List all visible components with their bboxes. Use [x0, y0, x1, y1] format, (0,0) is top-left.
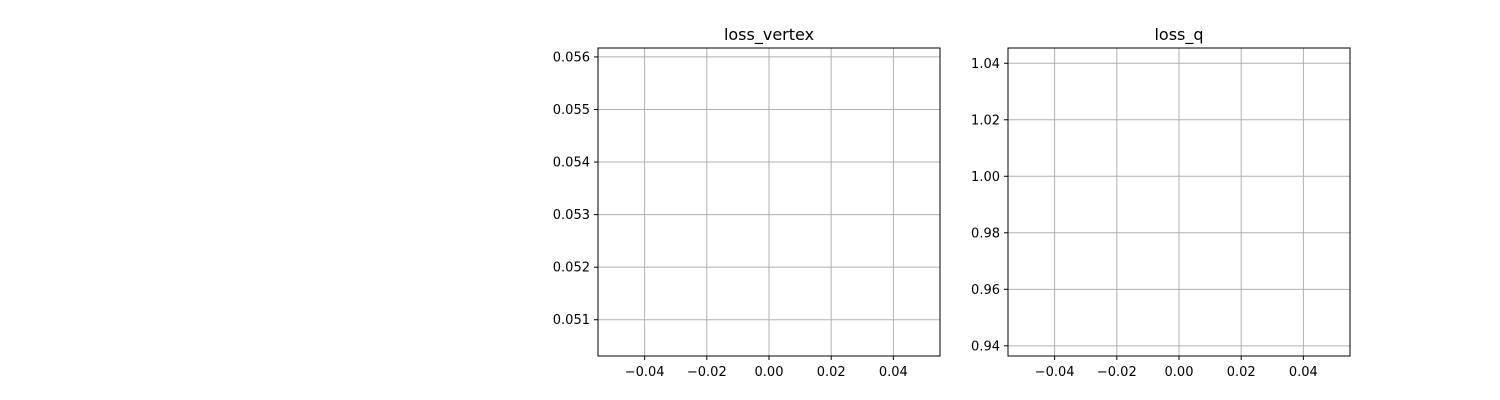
y-tick-label: 0.052	[553, 261, 590, 276]
chart-title: loss_q	[1154, 25, 1203, 45]
chart-title: loss_vertex	[724, 25, 814, 45]
x-tick-label: 0.02	[817, 365, 846, 380]
tick-marks	[1004, 62, 1304, 360]
axes-frame	[597, 47, 941, 357]
y-tick-label: 0.96	[971, 283, 1000, 298]
y-tick-label: 0.98	[971, 226, 1000, 241]
y-tick-label: 0.055	[553, 103, 590, 118]
axes-frame	[1007, 47, 1351, 357]
y-tick-label: 0.94	[971, 339, 1000, 354]
x-tick-label: 0.00	[1165, 365, 1194, 380]
x-tick-label: 0.04	[879, 365, 908, 380]
chart-loss-q: 0.94 0.96 0.98 1.00 1.02 1.04 −0.04 −0.02 0.00 0…	[971, 25, 1351, 380]
y-tick-label: 0.051	[553, 313, 590, 328]
x-tick-label: 0.00	[755, 365, 784, 380]
y-tick-label: 1.02	[971, 113, 1000, 128]
x-tick-labels: −0.04 −0.02 0.00 0.02 0.04	[1035, 365, 1318, 380]
x-tick-label: −0.04	[625, 365, 665, 380]
x-tick-labels: −0.04 −0.02 0.00 0.02 0.04	[625, 365, 908, 380]
y-tick-label: 0.054	[553, 156, 590, 171]
x-tick-label: 0.04	[1289, 365, 1318, 380]
y-tick-labels: 0.94 0.96 0.98 1.00 1.02 1.04	[971, 57, 1000, 355]
grid-lines	[1008, 48, 1350, 356]
x-tick-label: −0.02	[687, 365, 727, 380]
y-tick-label: 1.00	[971, 170, 1000, 185]
x-tick-label: 0.02	[1227, 365, 1256, 380]
x-tick-label: −0.04	[1035, 365, 1075, 380]
y-tick-label: 0.056	[553, 50, 590, 65]
y-tick-label: 1.04	[971, 57, 1000, 72]
y-tick-labels: 0.051 0.052 0.053 0.054 0.055 0.056	[553, 50, 590, 328]
grid-lines	[598, 48, 940, 356]
tick-marks	[594, 56, 894, 360]
y-tick-label: 0.053	[553, 208, 590, 223]
x-tick-label: −0.02	[1097, 365, 1137, 380]
